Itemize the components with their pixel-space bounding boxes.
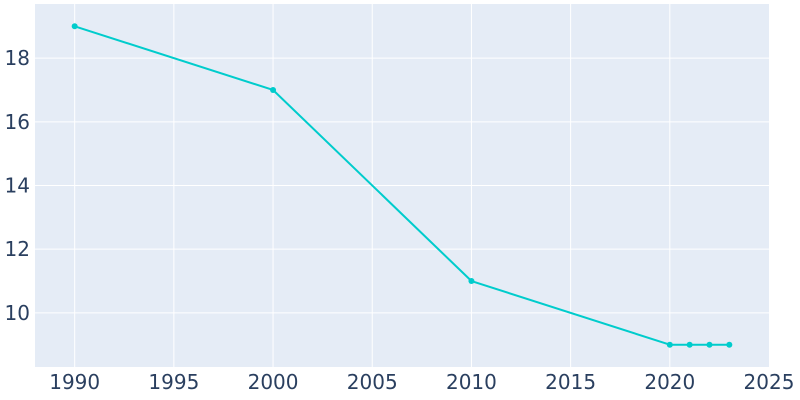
y-axis-ticks: 10 12 14 16 18 <box>5 46 30 325</box>
x-tick-label: 2000 <box>248 370 299 394</box>
x-axis-ticks: 1990 1995 2000 2005 2010 2015 2020 2025 <box>49 370 794 394</box>
x-tick-label: 2020 <box>644 370 695 394</box>
y-tick-label: 16 <box>5 110 30 134</box>
data-point[interactable] <box>468 278 475 285</box>
y-tick-label: 14 <box>5 174 30 198</box>
data-point[interactable] <box>71 23 78 30</box>
x-tick-label: 1995 <box>148 370 199 394</box>
y-tick-label: 10 <box>5 301 30 325</box>
data-point[interactable] <box>706 341 713 348</box>
data-point[interactable] <box>666 341 673 348</box>
series-layer <box>71 23 733 348</box>
grid-lines <box>35 4 769 367</box>
y-tick-label: 18 <box>5 46 30 70</box>
x-tick-label: 1990 <box>49 370 100 394</box>
x-tick-label: 2005 <box>347 370 398 394</box>
data-point[interactable] <box>686 341 693 348</box>
x-tick-label: 2015 <box>545 370 596 394</box>
data-point[interactable] <box>270 86 277 93</box>
y-tick-label: 12 <box>5 237 30 261</box>
x-tick-label: 2010 <box>446 370 497 394</box>
x-tick-label: 2025 <box>744 370 795 394</box>
data-point[interactable] <box>726 341 733 348</box>
